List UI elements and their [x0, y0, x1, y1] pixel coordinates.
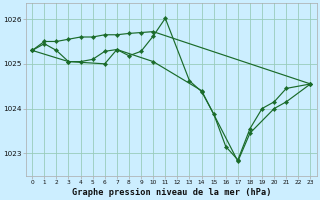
X-axis label: Graphe pression niveau de la mer (hPa): Graphe pression niveau de la mer (hPa) — [72, 188, 271, 197]
